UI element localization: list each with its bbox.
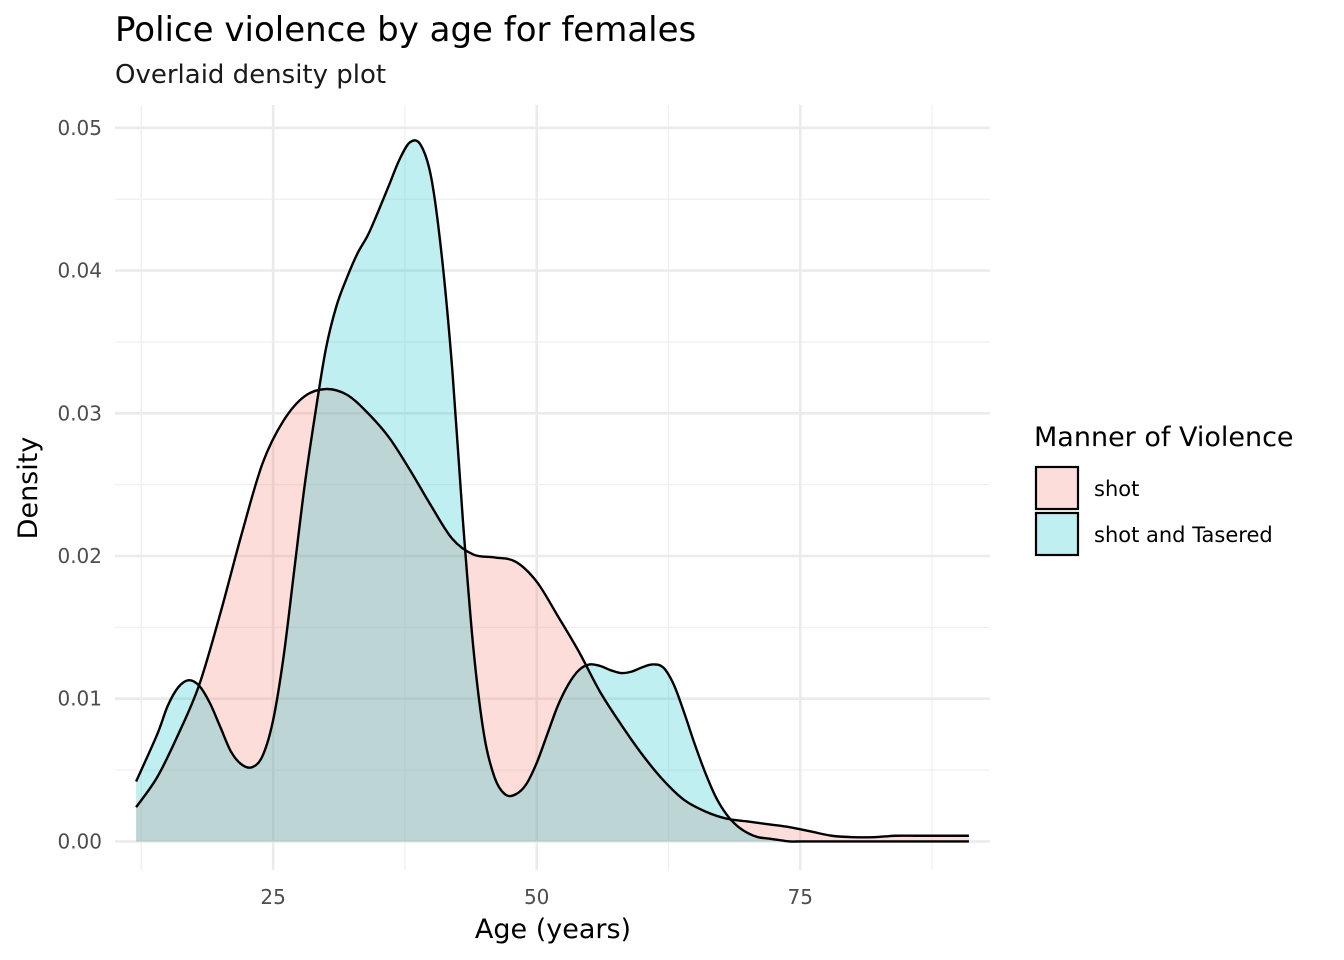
y-axis-title: Density — [13, 437, 44, 540]
legend-label-shot-and-tasered: shot and Tasered — [1094, 523, 1273, 547]
y-tick-label: 0.00 — [57, 829, 102, 853]
legend-items: shot shot and Tasered — [1034, 465, 1273, 557]
y-tick-labels: 0.00 0.01 0.02 0.03 0.04 0.05 — [57, 116, 102, 854]
density-area-shot-and-tasered — [136, 140, 969, 842]
x-tick-label: 25 — [260, 885, 285, 909]
legend-key-shot-and-tasered — [1034, 511, 1080, 557]
legend-label-shot: shot — [1094, 477, 1139, 501]
legend-key-bg-shot-and-tasered — [1036, 513, 1078, 555]
y-tick-label: 0.01 — [57, 687, 102, 711]
chart-subtitle: Overlaid density plot — [115, 60, 386, 90]
y-tick-label: 0.04 — [57, 259, 102, 283]
x-axis-title: Age (years) — [475, 914, 631, 945]
x-tick-labels: 25 50 75 — [260, 885, 813, 909]
legend-key-bg-shot — [1036, 467, 1078, 509]
plot-area — [115, 105, 990, 870]
density-line-shot — [135, 387, 969, 839]
x-tick-label: 75 — [788, 885, 813, 909]
legend-title: Manner of Violence — [1034, 422, 1294, 453]
y-tick-label: 0.05 — [57, 116, 102, 140]
grid-minor — [115, 105, 990, 870]
series-layer — [134, 139, 969, 843]
y-tick-label: 0.02 — [57, 544, 102, 568]
density-line-shot-and-tasered — [134, 139, 969, 843]
legend-key-shot — [1034, 465, 1080, 511]
density-area-shot — [136, 388, 969, 842]
y-tick-label: 0.03 — [57, 401, 102, 425]
x-tick-label: 50 — [524, 885, 549, 909]
legend: Manner of Violence shot shot and Tasered — [1034, 422, 1294, 557]
chart-title: Police violence by age for females — [115, 10, 696, 50]
